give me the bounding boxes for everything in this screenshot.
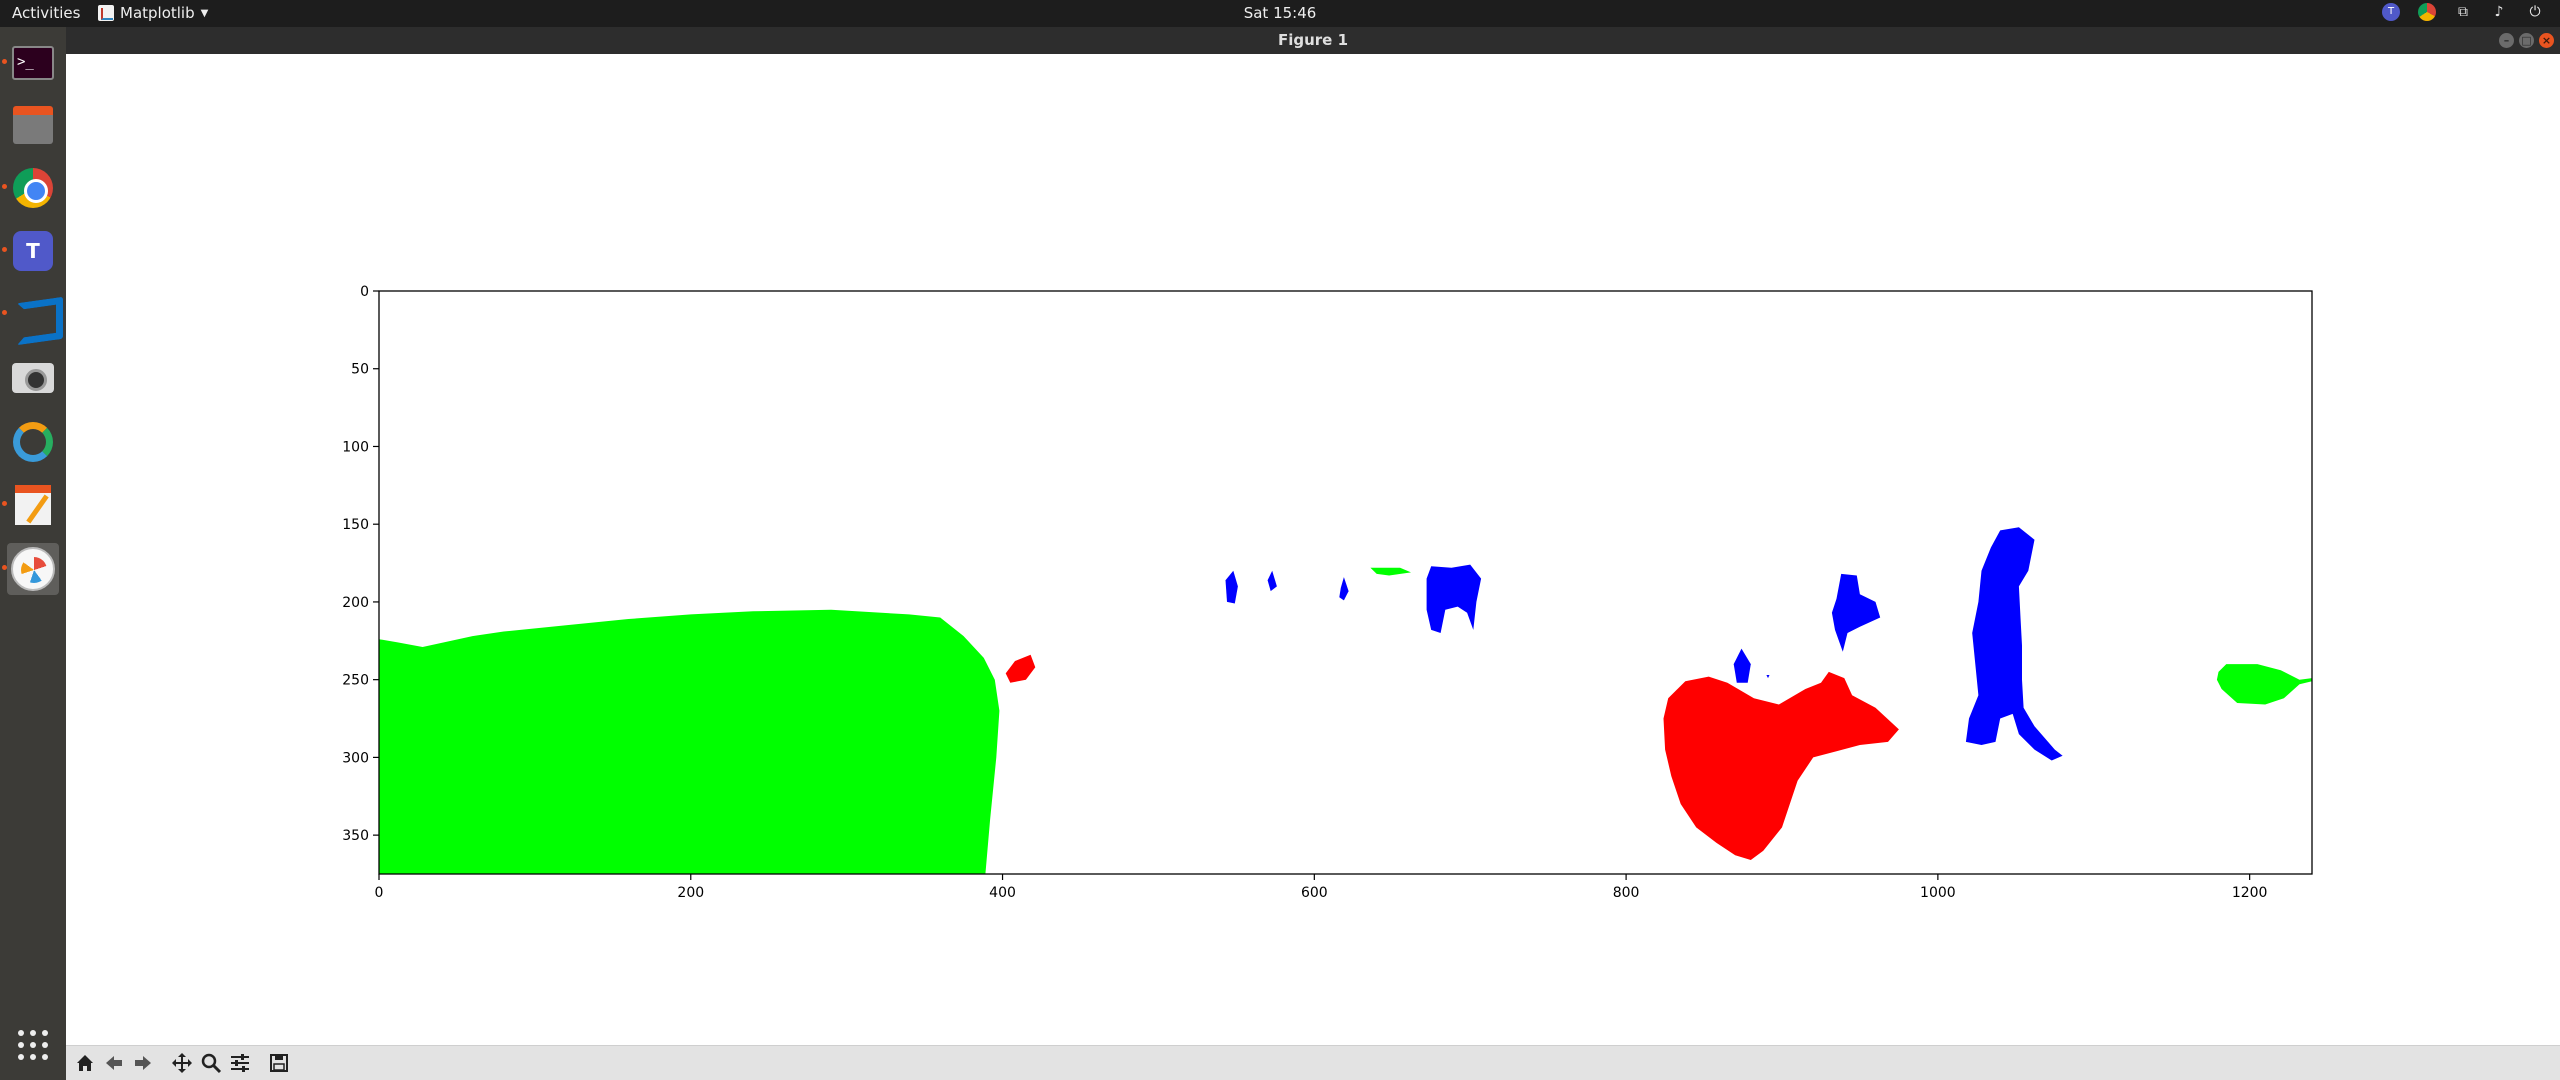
region-blue-6 [1426,564,1482,633]
y-tick-label: 50 [351,362,369,378]
region-blue-11 [1965,527,2063,761]
network-icon[interactable]: ⧉ [2458,4,2468,20]
chrome-icon[interactable] [2418,3,2436,21]
window-title: Figure 1 [1277,31,1349,49]
running-indicator [2,247,7,252]
teams-icon: T [13,231,53,271]
dock-item-text-editor[interactable] [2,479,59,531]
dock-item-teams[interactable]: T [2,225,59,277]
power-icon[interactable]: ⏻ [2529,4,2541,20]
dock-item-files[interactable] [7,99,59,151]
window-controls: – □ × [2499,33,2554,48]
running-indicator [2,59,7,64]
home-icon [77,1055,93,1071]
vscode-icon [13,294,53,334]
y-tick-label: 350 [342,828,369,844]
zoom-button[interactable] [198,1050,224,1076]
region-blue-9 [1831,573,1881,652]
teams-icon[interactable]: T [2382,3,2400,21]
configure-icon [231,1054,249,1072]
running-indicator [2,501,7,506]
dock-item-matplotlib[interactable] [2,543,59,595]
y-tick-label: 100 [342,439,369,455]
region-green-12 [2216,664,2312,705]
save-button[interactable] [266,1050,292,1076]
x-tick-label: 0 [375,885,384,901]
chrome-icon [13,168,53,208]
clock[interactable]: Sat 15:46 [1243,4,1317,22]
region-green-0 [379,609,1000,874]
y-tick-label: 200 [342,595,369,611]
running-indicator [2,184,7,189]
maximize-icon[interactable]: □ [2519,33,2534,48]
region-blue-4 [1339,577,1349,601]
x-tick-label: 1000 [1920,885,1956,901]
minimize-icon[interactable]: – [2499,33,2514,48]
volume-icon[interactable]: ♪ [2494,4,2504,20]
forward-button[interactable] [130,1050,156,1076]
y-tick-label: 300 [342,750,369,766]
files-icon [13,106,53,144]
x-axis: 0 200 400 600 800 1000 1200 [375,874,2268,901]
y-axis: 0 50 100 150 200 250 300 350 [342,284,379,844]
segmentation-regions [379,527,2312,874]
region-blue-8 [1766,675,1770,679]
matplotlib-app-icon [98,5,114,21]
plot-area[interactable]: 0 200 400 600 800 1000 1200 0 50 100 150 200 250 300… [66,54,2560,1044]
dock-item-chrome[interactable] [2,162,59,214]
back-button[interactable] [101,1050,127,1076]
activities-button[interactable]: Activities [12,4,81,22]
y-tick-label: 250 [342,673,369,689]
figure-window: Figure 1 – □ × 0 200 400 600 800 1000 1200 0 50… [66,27,2560,1080]
region-blue-7 [1733,648,1751,683]
dock-item-terminal[interactable]: >_ [2,37,59,89]
configure-button[interactable] [227,1050,253,1076]
region-green-5 [1370,567,1411,576]
window-titlebar[interactable]: Figure 1 – □ × [66,27,2560,54]
region-blue-2 [1225,570,1238,604]
matplotlib-icon [11,547,55,591]
chevron-down-icon: ▼ [200,7,209,19]
region-red-10 [1663,671,1899,860]
x-tick-label: 200 [677,885,704,901]
forward-icon [135,1056,151,1070]
top-bar: Activities Matplotlib ▼ Sat 15:46 T ⧉ ♪ … [0,0,2560,27]
app-menu-label: Matplotlib [120,4,195,22]
navigation-toolbar [66,1045,2560,1080]
region-red-1 [1005,654,1036,683]
dock-item-ring-app[interactable] [7,416,59,468]
x-tick-label: 600 [1301,885,1328,901]
app-menu[interactable]: Matplotlib ▼ [98,4,208,22]
region-blue-3 [1267,570,1277,592]
axes-frame [378,290,2313,875]
text-editor-icon [15,485,51,525]
running-indicator [2,310,7,315]
pan-icon [172,1053,192,1073]
terminal-icon: >_ [12,46,54,80]
pan-button[interactable] [169,1050,195,1076]
save-icon [270,1054,288,1072]
back-icon [106,1056,122,1070]
x-tick-label: 800 [1613,885,1640,901]
apps-grid-icon[interactable] [18,1030,48,1060]
y-tick-label: 0 [360,284,369,300]
y-tick-label: 150 [342,517,369,533]
figure-canvas[interactable]: 0 200 400 600 800 1000 1200 0 50 100 150 200 250 300… [66,54,2560,1054]
camera-icon [12,363,54,393]
system-tray: T ⧉ ♪ ⏻ [2382,3,2544,21]
x-tick-label: 1200 [2232,885,2268,901]
home-button[interactable] [72,1050,98,1076]
running-indicator [2,565,7,570]
x-tick-label: 400 [989,885,1016,901]
ring-app-icon [13,422,53,462]
close-icon[interactable]: × [2539,33,2554,48]
zoom-icon [201,1053,222,1074]
dock-item-vscode[interactable] [2,288,59,340]
dock-item-camera[interactable] [7,352,59,404]
dock: >_ T [0,27,66,1080]
